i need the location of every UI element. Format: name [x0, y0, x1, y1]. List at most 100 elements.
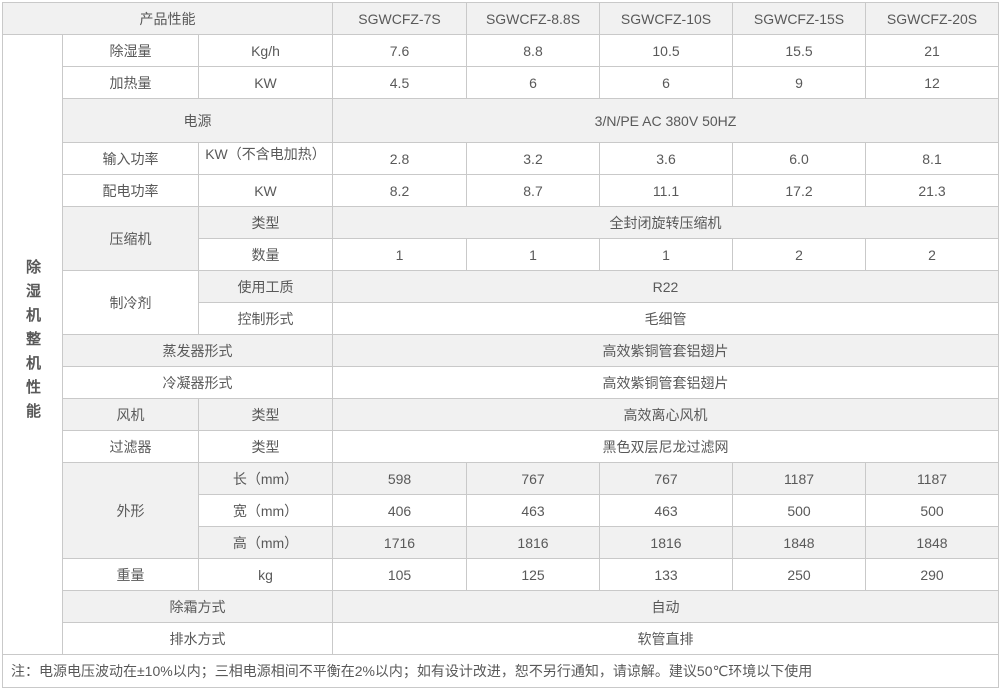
fan-label: 风机 — [62, 398, 199, 431]
height-value: 1848 — [732, 526, 866, 559]
refrigerant-control-value: 毛细管 — [332, 302, 999, 335]
evaporator-row: 蒸发器形式 高效紫铜管套铝翅片 — [3, 334, 999, 367]
defrost-label: 除霜方式 — [62, 590, 333, 623]
fan-row: 风机 类型 高效离心风机 — [3, 398, 999, 431]
evaporator-label: 蒸发器形式 — [62, 334, 333, 367]
distribution-power-value: 21.3 — [865, 174, 999, 207]
side-label: 除湿机整机性能 — [24, 259, 41, 427]
power-row: 电源 3/N/PE AC 380V 50HZ — [3, 98, 999, 143]
fan-type-label: 类型 — [198, 398, 333, 431]
compressor-qty-row: 数量 1 1 1 2 2 — [3, 238, 999, 271]
dehumidify-label: 除湿量 — [62, 34, 199, 67]
input-power-value: 3.2 — [466, 142, 600, 175]
refrigerant-label: 制冷剂 — [62, 270, 199, 335]
power-label: 电源 — [62, 98, 333, 143]
dehumidify-unit: Kg/h — [198, 34, 333, 67]
heating-row: 加热量 KW 4.5 6 6 9 12 — [3, 66, 999, 99]
distribution-power-row: 配电功率 KW 8.2 8.7 11.1 17.2 21.3 — [3, 174, 999, 207]
length-value: 1187 — [732, 462, 866, 495]
filter-row: 过滤器 类型 黑色双层尼龙过滤网 — [3, 430, 999, 463]
model-header: SGWCFZ-8.8S — [466, 2, 600, 35]
height-value: 1848 — [865, 526, 999, 559]
compressor-qty-value: 1 — [599, 238, 733, 271]
dehumidify-value: 7.6 — [332, 34, 467, 67]
condenser-value: 高效紫铜管套铝翅片 — [332, 366, 999, 399]
compressor-qty-value: 1 — [332, 238, 467, 271]
filter-type-label: 类型 — [198, 430, 333, 463]
defrost-row: 除霜方式 自动 — [3, 590, 999, 623]
defrost-value: 自动 — [332, 590, 999, 623]
width-value: 500 — [732, 494, 866, 527]
input-power-label: 输入功率 — [62, 142, 199, 175]
distribution-power-value: 8.7 — [466, 174, 600, 207]
compressor-qty-value: 2 — [865, 238, 999, 271]
length-value: 1187 — [865, 462, 999, 495]
length-value: 767 — [599, 462, 733, 495]
heating-value: 12 — [865, 66, 999, 99]
model-header: SGWCFZ-7S — [332, 2, 467, 35]
heating-value: 4.5 — [332, 66, 467, 99]
height-value: 1816 — [466, 526, 600, 559]
dehumidify-value: 21 — [865, 34, 999, 67]
model-header: SGWCFZ-15S — [732, 2, 866, 35]
dehumidify-value: 15.5 — [732, 34, 866, 67]
footnote: 注：电源电压波动在±10%以内；三相电源相间不平衡在2%以内；如有设计改进，恕不… — [2, 654, 999, 688]
compressor-type-row: 压缩机 类型 全封闭旋转压缩机 — [3, 206, 999, 271]
condenser-row: 冷凝器形式 高效紫铜管套铝翅片 — [3, 366, 999, 399]
length-value: 598 — [332, 462, 467, 495]
distribution-power-label: 配电功率 — [62, 174, 199, 207]
height-value: 1716 — [332, 526, 467, 559]
input-power-value: 3.6 — [599, 142, 733, 175]
power-value: 3/N/PE AC 380V 50HZ — [332, 98, 999, 143]
filter-type-value: 黑色双层尼龙过滤网 — [332, 430, 999, 463]
distribution-power-unit: KW — [198, 174, 333, 207]
compressor-type-value: 全封闭旋转压缩机 — [332, 206, 999, 239]
length-value: 767 — [466, 462, 600, 495]
refrigerant-medium-row: 制冷剂 使用工质 R22 — [3, 270, 999, 335]
refrigerant-medium-label: 使用工质 — [198, 270, 333, 303]
width-value: 463 — [599, 494, 733, 527]
model-header: SGWCFZ-20S — [865, 2, 999, 35]
input-power-unit: KW（不含电加热） — [198, 142, 333, 175]
drainage-row: 排水方式 软管直排 — [3, 622, 999, 655]
height-value: 1816 — [599, 526, 733, 559]
compressor-type-label: 类型 — [198, 206, 333, 239]
input-power-row: 输入功率 KW（不含电加热） 2.8 3.2 3.6 6.0 8.1 — [3, 142, 999, 175]
weight-value: 133 — [599, 558, 733, 591]
dehumidify-value: 10.5 — [599, 34, 733, 67]
distribution-power-value: 17.2 — [732, 174, 866, 207]
compressor-qty-value: 2 — [732, 238, 866, 271]
weight-row: 重量 kg 105 125 133 250 290 — [3, 558, 999, 591]
heating-value: 6 — [466, 66, 600, 99]
heating-unit: KW — [198, 66, 333, 99]
input-power-value: 6.0 — [732, 142, 866, 175]
input-power-value: 8.1 — [865, 142, 999, 175]
width-value: 463 — [466, 494, 600, 527]
compressor-qty-label: 数量 — [198, 238, 333, 271]
side-label-cell: 除湿机整机性能 — [2, 34, 63, 655]
weight-value: 290 — [865, 558, 999, 591]
refrigerant-control-label: 控制形式 — [198, 302, 333, 335]
weight-value: 125 — [466, 558, 600, 591]
heating-label: 加热量 — [62, 66, 199, 99]
model-header: SGWCFZ-10S — [599, 2, 733, 35]
weight-label: 重量 — [62, 558, 199, 591]
drainage-value: 软管直排 — [332, 622, 999, 655]
footnote-row: 注：电源电压波动在±10%以内；三相电源相间不平衡在2%以内；如有设计改进，恕不… — [2, 654, 999, 688]
weight-value: 105 — [332, 558, 467, 591]
dehumidify-value: 8.8 — [466, 34, 600, 67]
product-performance-header: 产品性能 — [2, 2, 333, 35]
compressor-label: 压缩机 — [62, 206, 199, 271]
height-label: 高（mm） — [198, 526, 333, 559]
weight-unit: kg — [198, 558, 333, 591]
input-power-value: 2.8 — [332, 142, 467, 175]
compressor-qty-value: 1 — [466, 238, 600, 271]
dehumidify-row: 除湿机整机性能 除湿量 Kg/h 7.6 8.8 10.5 15.5 21 — [2, 34, 999, 655]
refrigerant-medium-value: R22 — [332, 270, 999, 303]
weight-value: 250 — [732, 558, 866, 591]
drainage-label: 排水方式 — [62, 622, 333, 655]
distribution-power-value: 8.2 — [332, 174, 467, 207]
heating-value: 9 — [732, 66, 866, 99]
